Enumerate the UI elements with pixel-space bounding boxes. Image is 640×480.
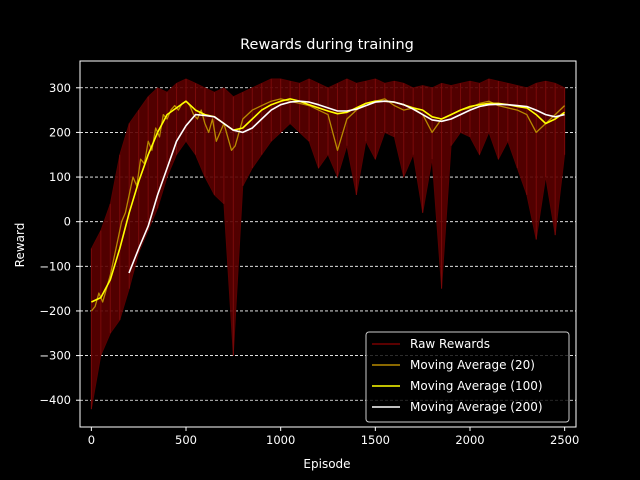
y-tick-label: −400 [39,393,71,407]
x-tick-label: 2000 [455,433,484,447]
legend-entry-moving-average-20-label: Moving Average (20) [410,358,535,372]
legend: Raw Rewards Moving Average (20) Moving Ave… [365,331,570,423]
y-tick-label: −200 [39,304,71,318]
x-tick-label: 0 [88,433,95,447]
y-tick-label: 200 [49,125,71,139]
x-tick-label: 1000 [266,433,295,447]
legend-entry-moving-average-100-label: Moving Average (100) [410,379,543,393]
chart-title: Rewards during training [240,37,414,53]
y-tick-label: −100 [39,259,71,273]
x-axis-label: Episode [303,457,350,471]
y-tick-label: 300 [49,81,71,95]
plot-area [90,78,566,410]
legend-entry-raw-rewards-label: Raw Rewards [410,337,490,351]
y-tick-label: −300 [39,349,71,363]
y-tick-label: 100 [49,170,71,184]
legend-entry-moving-average-200-label: Moving Average (200) [410,400,543,414]
x-tick-label: 2500 [550,433,579,447]
series-moving-average-100-line [91,98,566,303]
y-tick-label: 0 [64,215,71,229]
series-moving-average-200-line [128,100,565,274]
axes: 0 500 1000 1500 2000 2500 −400 −300 −200 −100 0 100… [39,60,579,447]
x-tick-label: 500 [175,433,197,447]
legend-box [365,331,570,423]
x-tick-label: 1500 [361,433,390,447]
y-axis-label: Reward [13,223,27,268]
axes-frame [79,60,577,428]
